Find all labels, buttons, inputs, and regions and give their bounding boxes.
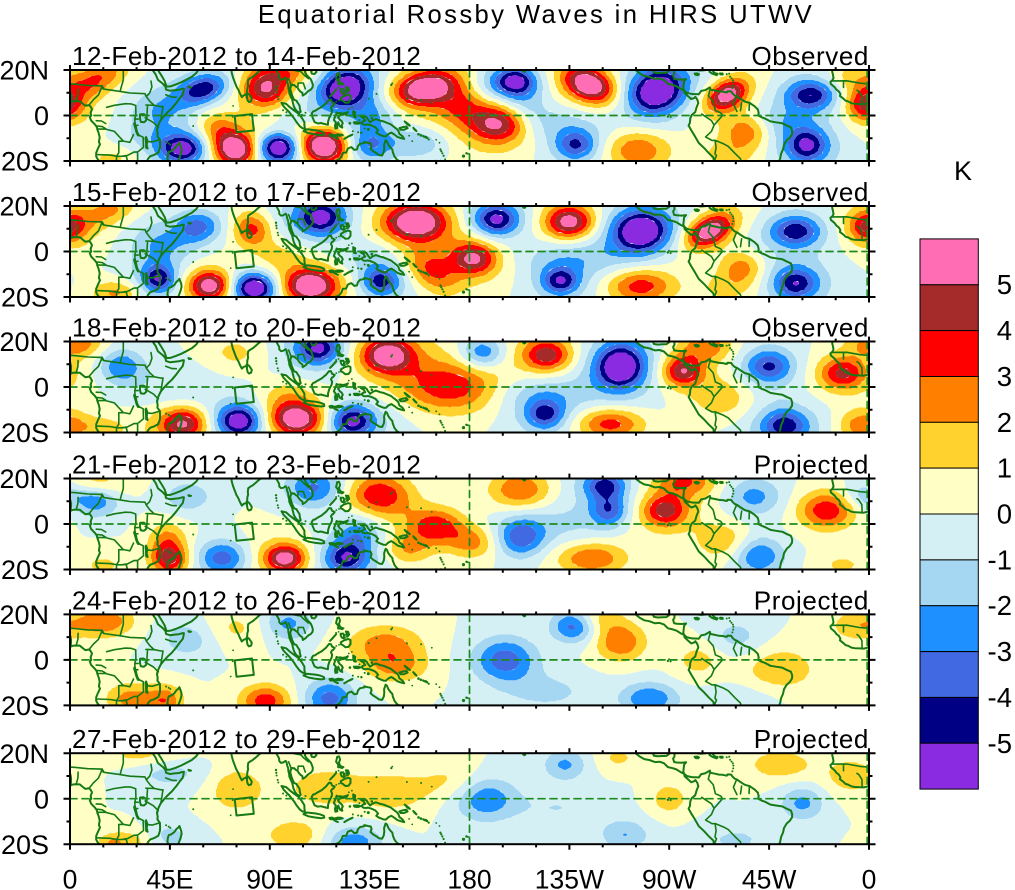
- svg-text:20N: 20N: [0, 192, 49, 222]
- svg-text:180: 180: [447, 865, 491, 890]
- svg-text:135W: 135W: [535, 865, 604, 890]
- svg-text:90W: 90W: [642, 865, 697, 890]
- svg-text:-2: -2: [988, 590, 1012, 621]
- svg-text:5: 5: [997, 269, 1012, 300]
- svg-text:90E: 90E: [246, 865, 293, 890]
- svg-text:20S: 20S: [1, 418, 49, 448]
- svg-text:15-Feb-2012 to 17-Feb-2012: 15-Feb-2012 to 17-Feb-2012: [72, 177, 422, 207]
- svg-text:18-Feb-2012 to 20-Feb-2012: 18-Feb-2012 to 20-Feb-2012: [72, 313, 422, 343]
- svg-text:24-Feb-2012 to 26-Feb-2012: 24-Feb-2012 to 26-Feb-2012: [72, 585, 422, 615]
- svg-text:3: 3: [997, 361, 1012, 392]
- svg-text:1: 1: [997, 453, 1012, 484]
- svg-text:-5: -5: [988, 728, 1012, 759]
- svg-text:0: 0: [34, 373, 49, 403]
- svg-text:Observed: Observed: [751, 41, 869, 71]
- svg-text:21-Feb-2012 to 23-Feb-2012: 21-Feb-2012 to 23-Feb-2012: [72, 450, 422, 480]
- svg-text:K: K: [954, 156, 972, 186]
- svg-text:Projected: Projected: [754, 724, 869, 754]
- svg-text:0: 0: [34, 237, 49, 267]
- svg-text:20S: 20S: [1, 555, 49, 585]
- svg-text:Equatorial Rossby Waves in HIR: Equatorial Rossby Waves in HIRS UTWV: [258, 1, 814, 29]
- svg-text:45W: 45W: [742, 865, 797, 890]
- svg-text:0: 0: [34, 646, 49, 676]
- svg-text:20S: 20S: [1, 830, 49, 860]
- svg-text:0: 0: [34, 510, 49, 540]
- svg-text:20N: 20N: [0, 600, 49, 630]
- svg-text:20S: 20S: [1, 691, 49, 721]
- svg-text:20N: 20N: [0, 464, 49, 494]
- svg-text:20N: 20N: [0, 327, 49, 357]
- svg-text:Observed: Observed: [751, 177, 869, 207]
- svg-text:-4: -4: [988, 682, 1012, 713]
- svg-text:-1: -1: [988, 544, 1012, 575]
- svg-text:-3: -3: [988, 636, 1012, 667]
- svg-text:20S: 20S: [1, 147, 49, 177]
- svg-text:20N: 20N: [0, 56, 49, 86]
- svg-text:4: 4: [997, 315, 1012, 346]
- svg-text:0: 0: [63, 865, 78, 890]
- svg-text:0: 0: [862, 865, 877, 890]
- svg-text:12-Feb-2012 to 14-Feb-2012: 12-Feb-2012 to 14-Feb-2012: [72, 41, 422, 71]
- svg-text:Projected: Projected: [754, 585, 869, 615]
- svg-text:Projected: Projected: [754, 450, 869, 480]
- svg-text:0: 0: [34, 101, 49, 131]
- svg-text:0: 0: [997, 499, 1012, 530]
- svg-text:20N: 20N: [0, 739, 49, 769]
- svg-text:45E: 45E: [146, 865, 193, 890]
- svg-text:20S: 20S: [1, 283, 49, 313]
- svg-text:27-Feb-2012 to 29-Feb-2012: 27-Feb-2012 to 29-Feb-2012: [72, 724, 422, 754]
- svg-text:135E: 135E: [339, 865, 401, 890]
- svg-text:2: 2: [997, 407, 1012, 438]
- svg-text:Observed: Observed: [751, 313, 869, 343]
- svg-text:0: 0: [34, 784, 49, 814]
